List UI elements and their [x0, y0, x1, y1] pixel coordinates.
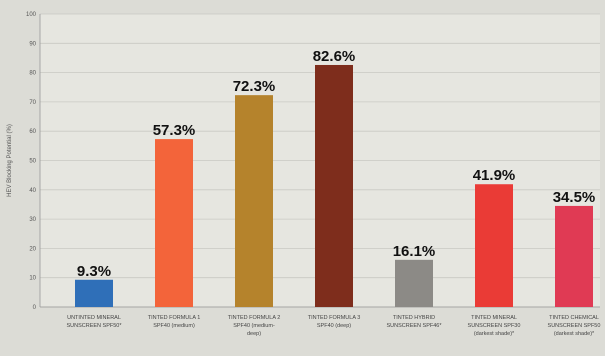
- bar: [315, 64, 353, 308]
- y-tick-label: 70: [29, 100, 36, 106]
- bar-value-label: 41.9%: [473, 167, 516, 184]
- bar-value-label: 16.1%: [393, 243, 436, 260]
- y-tick-label: 90: [29, 41, 36, 47]
- y-tick-label: 50: [29, 159, 36, 165]
- y-tick-label: 100: [26, 12, 37, 18]
- x-tick-label: UNTINTED MINERAL SUNSCREEN SPF50*: [66, 315, 122, 329]
- x-tick-label-line: TINTED HYBRID: [393, 315, 435, 321]
- bar: [475, 184, 513, 307]
- bar: [395, 259, 433, 307]
- bar: [155, 139, 193, 307]
- x-tick-label-line: (darkest shade)*: [554, 331, 595, 337]
- y-tick-label: 80: [29, 71, 36, 77]
- x-tick-label-line: TINTED MINERAL: [471, 315, 517, 321]
- y-tick-label: 40: [29, 188, 36, 194]
- x-tick-label-line: (darkest shade)*: [474, 331, 515, 337]
- x-tick-label: TINTED HYBRID SUNSCREEN SPF46*: [386, 315, 442, 329]
- x-tick-label-line: TINTED FORMULA 2: [228, 315, 281, 321]
- x-tick-label-line: SPF40 (medium): [153, 323, 195, 329]
- y-tick-label: 0: [33, 305, 37, 311]
- bar: [555, 205, 593, 307]
- y-tick-label: 60: [29, 129, 36, 135]
- x-tick-label-line: SUNSCREEN SPF30: [468, 323, 521, 329]
- x-tick-label-line: SPF40 (medium-: [233, 323, 275, 329]
- bar-value-label: 9.3%: [77, 263, 111, 280]
- x-tick-label: TINTED FORMULA 2 SPF40 (medium-deep): [228, 315, 281, 337]
- x-tick-label-line: SUNSCREEN SPF50: [548, 323, 601, 329]
- bar-value-label: 82.6%: [313, 48, 356, 65]
- x-tick-label-line: TINTED FORMULA 3: [308, 315, 361, 321]
- bar-value-label: 57.3%: [153, 122, 196, 139]
- x-tick-label: TINTED FORMULA 3 SPF40 (deep): [308, 315, 361, 329]
- bar: [75, 279, 113, 307]
- y-tick-label: 10: [29, 276, 36, 282]
- y-tick-label: 20: [29, 246, 36, 252]
- x-tick-label-line: deep): [247, 331, 261, 337]
- x-tick-label-line: SUNSCREEN SPF50*: [66, 323, 122, 329]
- bar-value-label: 34.5%: [553, 189, 596, 206]
- x-tick-label-line: SPF40 (deep): [317, 323, 351, 329]
- y-axis-title: HEV Blocking Potential (%): [7, 124, 13, 197]
- x-tick-label-line: TINTED FORMULA 1: [148, 315, 201, 321]
- x-tick-label: TINTED MINERAL SUNSCREEN SPF30 (darkest sh…: [468, 315, 521, 337]
- bar-value-label: 72.3%: [233, 78, 276, 95]
- x-tick-label: TINTED FORMULA 1 SPF40 (medium): [148, 315, 201, 329]
- bar: [235, 95, 273, 307]
- x-tick-label-line: TINTED CHEMICAL: [549, 315, 599, 321]
- y-tick-label: 30: [29, 217, 36, 223]
- x-tick-label: TINTED CHEMICAL SUNSCREEN SPF50 (darkest s…: [548, 315, 601, 337]
- x-tick-label-line: UNTINTED MINERAL: [67, 315, 121, 321]
- x-tick-label-line: SUNSCREEN SPF46*: [386, 323, 442, 329]
